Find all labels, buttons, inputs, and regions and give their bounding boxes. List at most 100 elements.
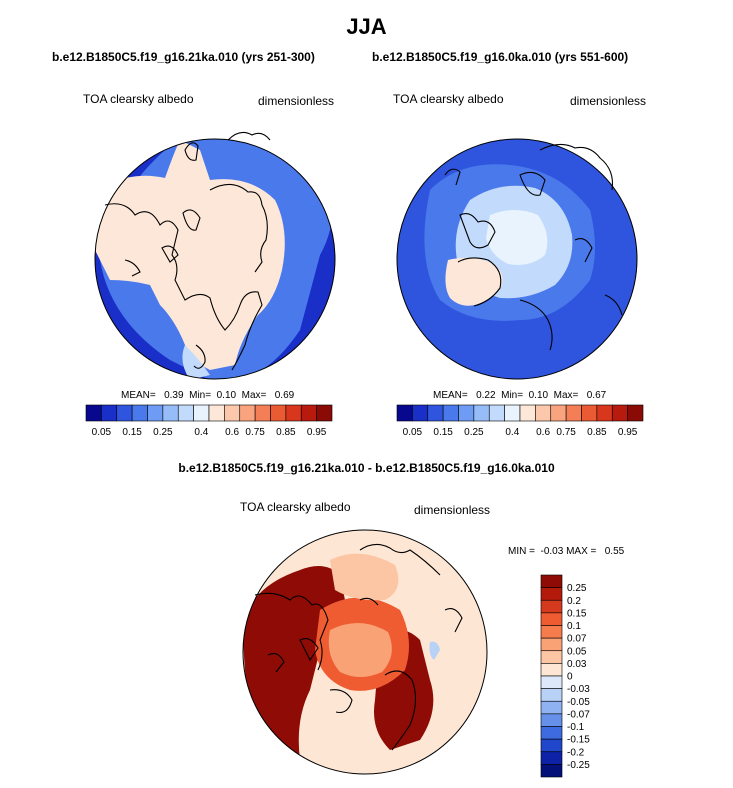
difference-colorbar-tick-label: -0.1 (567, 722, 585, 733)
left-colorbar-swatch (208, 404, 225, 422)
right-colorbar-swatch (396, 404, 413, 422)
difference-colorbar-swatch (540, 675, 563, 689)
left-colorbar-swatch (300, 404, 317, 422)
right-map-greenland (445, 257, 503, 306)
left-colorbar-tick-label: 0.85 (276, 427, 296, 438)
right-colorbar-swatch (596, 404, 613, 422)
left-map (94, 131, 336, 380)
right-colorbar-swatch (458, 404, 475, 422)
right-colorbar-tick-label: 0.4 (505, 427, 519, 438)
right-colorbar-tick-label: 0.15 (433, 427, 453, 438)
right-colorbar-swatch (550, 404, 567, 422)
right-colorbar-swatch (581, 404, 598, 422)
difference-colorbar-swatch (540, 713, 563, 727)
difference-colorbar-swatch (540, 738, 563, 753)
difference-colorbar-tick-label: -0.15 (567, 735, 590, 746)
left-colorbar-swatch (147, 404, 164, 422)
right-colorbar-tick-label: 0.75 (556, 427, 576, 438)
right-colorbar-tick-label: 0.25 (464, 427, 484, 438)
left-colorbar-swatch (131, 404, 148, 422)
right-units-label: dimensionless (570, 94, 647, 108)
difference-colorbar-swatch (540, 625, 563, 639)
difference-colorbar-swatch (540, 688, 563, 702)
difference-colorbar-swatch (540, 599, 563, 614)
difference-colorbar-tick-label: 0.05 (567, 646, 587, 657)
difference-variable-label: TOA clearsky albedo (240, 500, 351, 514)
left-case-title: b.e12.B1850C5.f19_g16.21ka.010 (yrs 251-… (52, 50, 315, 64)
right-colorbar-swatch (535, 404, 552, 422)
difference-colorbar-tick-label: -0.03 (567, 684, 590, 695)
left-map-border (94, 138, 336, 380)
right-colorbar-swatch (627, 404, 644, 422)
right-colorbar: 0.05 0.15 0.25 0.4 0.6 0.75 0.85 0.95 (396, 404, 644, 438)
difference-colorbar-tick-label: 0 (567, 672, 573, 683)
right-colorbar-swatch (565, 404, 582, 422)
difference-colorbar-swatch (540, 726, 563, 740)
left-colorbar-tick-label: 0.4 (194, 427, 208, 438)
left-colorbar-swatch (224, 404, 241, 422)
left-colorbar-tick-label: 0.6 (225, 427, 239, 438)
left-colorbar-swatch (116, 404, 133, 422)
right-colorbar-tick-label: 0.05 (403, 427, 423, 438)
left-stats: MEAN= 0.39 Min= 0.10 Max= 0.69 (121, 390, 295, 401)
difference-colorbar-tick-label: -0.07 (567, 709, 590, 720)
left-colorbar-tick-label: 0.75 (245, 427, 265, 438)
left-colorbar: 0.05 0.15 0.25 0.4 0.6 0.75 0.85 0.95 (85, 404, 333, 438)
right-colorbar-tick-label: 0.6 (536, 427, 550, 438)
right-map-central-ice (486, 210, 548, 265)
left-variable-label: TOA clearsky albedo (83, 92, 194, 106)
right-colorbar-swatch (611, 404, 628, 422)
right-colorbar-swatch (488, 404, 505, 422)
difference-colorbar-swatch (540, 663, 563, 677)
difference-colorbar-swatch (540, 764, 563, 778)
right-map-border (396, 138, 638, 380)
difference-colorbar-swatch (540, 700, 563, 715)
left-colorbar-swatch (193, 404, 210, 422)
left-colorbar-tick-label: 0.05 (92, 427, 112, 438)
right-colorbar-tick-label: 0.95 (618, 427, 638, 438)
difference-colorbar-swatch (540, 751, 563, 765)
right-colorbar-swatch (519, 404, 536, 422)
left-colorbar-swatch (285, 404, 302, 422)
difference-colorbar-swatch (540, 574, 563, 588)
right-map-coastlines (444, 143, 623, 351)
left-colorbar-tick-label: 0.15 (122, 427, 142, 438)
difference-colorbar: 0.250.20.150.10.070.050.030-0.03-0.05-0.… (540, 574, 590, 778)
right-stats: MEAN= 0.22 Min= 0.10 Max= 0.67 (433, 390, 607, 401)
page-title: JJA (346, 14, 387, 39)
left-colorbar-swatch (85, 404, 102, 422)
difference-colorbar-tick-label: -0.2 (567, 747, 585, 758)
right-colorbar-tick-label: 0.85 (587, 427, 607, 438)
difference-map-negative (429, 641, 440, 660)
left-colorbar-swatch (316, 404, 333, 422)
difference-colorbar-tick-label: 0.25 (567, 583, 587, 594)
difference-map-central (328, 622, 392, 677)
difference-colorbar-tick-label: 0.03 (567, 659, 587, 670)
right-colorbar-swatch (473, 404, 490, 422)
difference-map-border (242, 529, 488, 775)
difference-colorbar-tick-label: 0.07 (567, 634, 587, 645)
difference-colorbar-swatch (540, 637, 563, 652)
left-colorbar-swatch (239, 404, 256, 422)
right-colorbar-swatch (427, 404, 444, 422)
difference-colorbar-tick-label: -0.05 (567, 697, 590, 708)
left-colorbar-swatch (254, 404, 271, 422)
right-colorbar-swatch (412, 404, 429, 422)
difference-colorbar-tick-label: 0.1 (567, 621, 581, 632)
difference-map-coastlines (254, 543, 463, 751)
left-colorbar-swatch (270, 404, 287, 422)
difference-title: b.e12.B1850C5.f19_g16.21ka.010 - b.e12.B… (178, 461, 555, 475)
right-case-title: b.e12.B1850C5.f19_g16.0ka.010 (yrs 551-6… (372, 50, 629, 64)
difference-colorbar-swatch (540, 650, 563, 664)
left-colorbar-swatch (177, 404, 194, 422)
left-colorbar-swatch (101, 404, 118, 422)
difference-units-label: dimensionless (414, 503, 491, 517)
difference-stats: MIN = -0.03 MAX = 0.55 (508, 546, 625, 557)
difference-map-siberia (330, 553, 399, 601)
difference-colorbar-tick-label: 0.2 (567, 596, 581, 607)
left-colorbar-swatch (162, 404, 179, 422)
right-colorbar-swatch (442, 404, 459, 422)
left-map-ice-edge (182, 345, 210, 379)
difference-colorbar-tick-label: 0.15 (567, 608, 587, 619)
